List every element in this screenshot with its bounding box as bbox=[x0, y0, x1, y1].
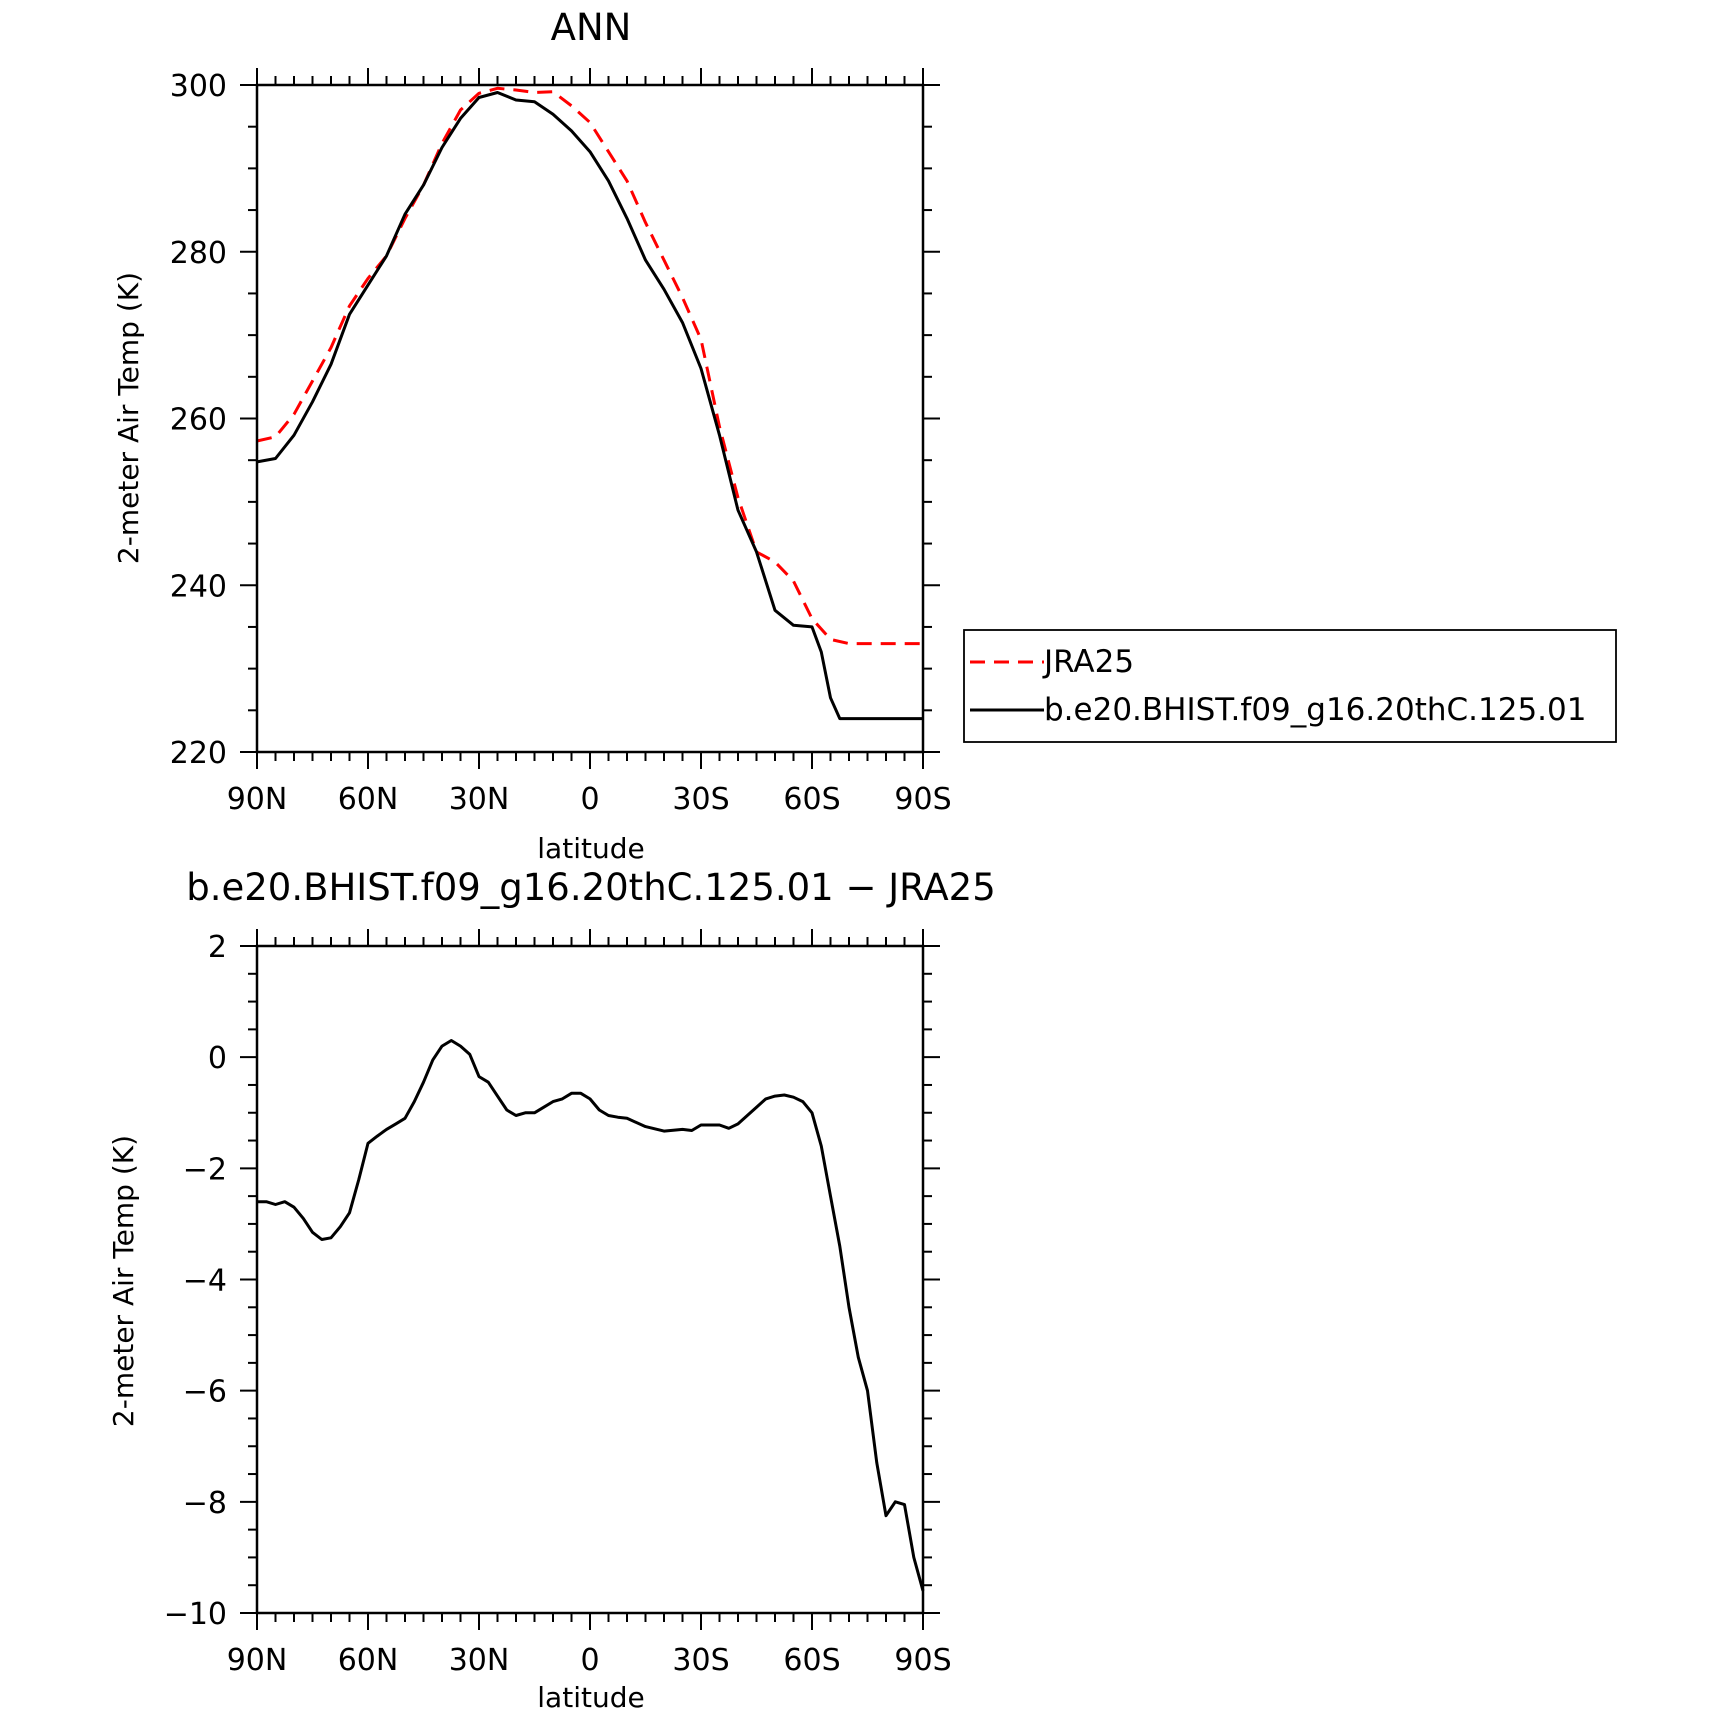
top-x-tick-label: 90N bbox=[227, 782, 288, 817]
top-series-layer bbox=[256, 86, 923, 721]
bottom-x-tick-label: 90N bbox=[227, 1643, 288, 1678]
bottom-chart-title: b.e20.BHIST.f09_g16.20thC.125.01 − JRA25 bbox=[186, 866, 996, 909]
bottom-panel: b.e20.BHIST.f09_g16.20thC.125.01 − JRA25… bbox=[107, 866, 996, 1712]
top-y-tick-label: 280 bbox=[170, 236, 227, 271]
bottom-y-tick-label: −10 bbox=[164, 1597, 227, 1632]
top-chart-title: ANN bbox=[551, 6, 632, 49]
top-y-tick-label: 300 bbox=[170, 69, 227, 104]
legend-label-model: b.e20.BHIST.f09_g16.20thC.125.01 bbox=[1044, 692, 1586, 728]
top-y-tick-label: 260 bbox=[170, 403, 227, 438]
bottom-y-tick-label: −6 bbox=[183, 1375, 227, 1410]
legend-label-jra25: JRA25 bbox=[1042, 644, 1134, 680]
top-x-tick-label: 30N bbox=[449, 782, 510, 817]
bottom-tick-layer: 90N 60N 30N 0 30S 60S 90S −10 −8 −6 −4 −2 0 2 bbox=[164, 929, 952, 1678]
bottom-x-tick-label: 90S bbox=[894, 1643, 951, 1678]
top-x-tick-label: 30S bbox=[672, 782, 729, 817]
bottom-x-tick-label: 30N bbox=[449, 1643, 510, 1678]
top-x-tick-label: 90S bbox=[894, 782, 951, 817]
bottom-y-tick-label: −8 bbox=[183, 1486, 227, 1521]
top-series-line-b-e20-bhist-f09-g16-20thc-125-01 bbox=[256, 91, 923, 721]
bottom-x-tick-label: 60S bbox=[783, 1643, 840, 1678]
legend-box bbox=[963, 629, 1617, 743]
legend: JRA25 b.e20.BHIST.f09_g16.20thC.125.01 bbox=[963, 629, 1617, 743]
bottom-y-tick-label: −4 bbox=[183, 1264, 227, 1299]
top-plot-frame bbox=[255, 83, 925, 754]
top-series-line-jra25 bbox=[256, 86, 923, 646]
bottom-series-layer bbox=[257, 1039, 925, 1592]
top-tick-layer: 90N 60N 30N 0 30S 60S 90S 220 240 260 280 300 bbox=[170, 68, 952, 817]
bottom-y-tick-label: 2 bbox=[208, 930, 227, 965]
bottom-y-tick-label: −2 bbox=[183, 1152, 227, 1187]
bottom-y-tick-label: 0 bbox=[208, 1041, 227, 1076]
bottom-x-tick-label: 30S bbox=[672, 1643, 729, 1678]
top-panel: ANN 90N 60N 30N 0 30S 60S 90S 220 240 260 280 300 l… bbox=[112, 6, 1617, 865]
top-x-tick-label: 60N bbox=[338, 782, 399, 817]
top-x-tick-label: 0 bbox=[580, 782, 599, 817]
top-x-axis-label: latitude bbox=[537, 832, 644, 865]
top-x-tick-label: 60S bbox=[783, 782, 840, 817]
top-y-tick-label: 220 bbox=[170, 736, 227, 771]
bottom-plot-frame bbox=[255, 944, 925, 1615]
top-y-axis-label: 2-meter Air Temp (K) bbox=[112, 272, 145, 564]
bottom-x-tick-label: 60N bbox=[338, 1643, 399, 1678]
top-y-tick-label: 240 bbox=[170, 569, 227, 604]
bottom-series-line-0 bbox=[257, 1039, 925, 1592]
bottom-x-tick-label: 0 bbox=[580, 1643, 599, 1678]
bottom-y-axis-label: 2-meter Air Temp (K) bbox=[107, 1135, 140, 1427]
bottom-x-axis-label: latitude bbox=[537, 1681, 644, 1712]
